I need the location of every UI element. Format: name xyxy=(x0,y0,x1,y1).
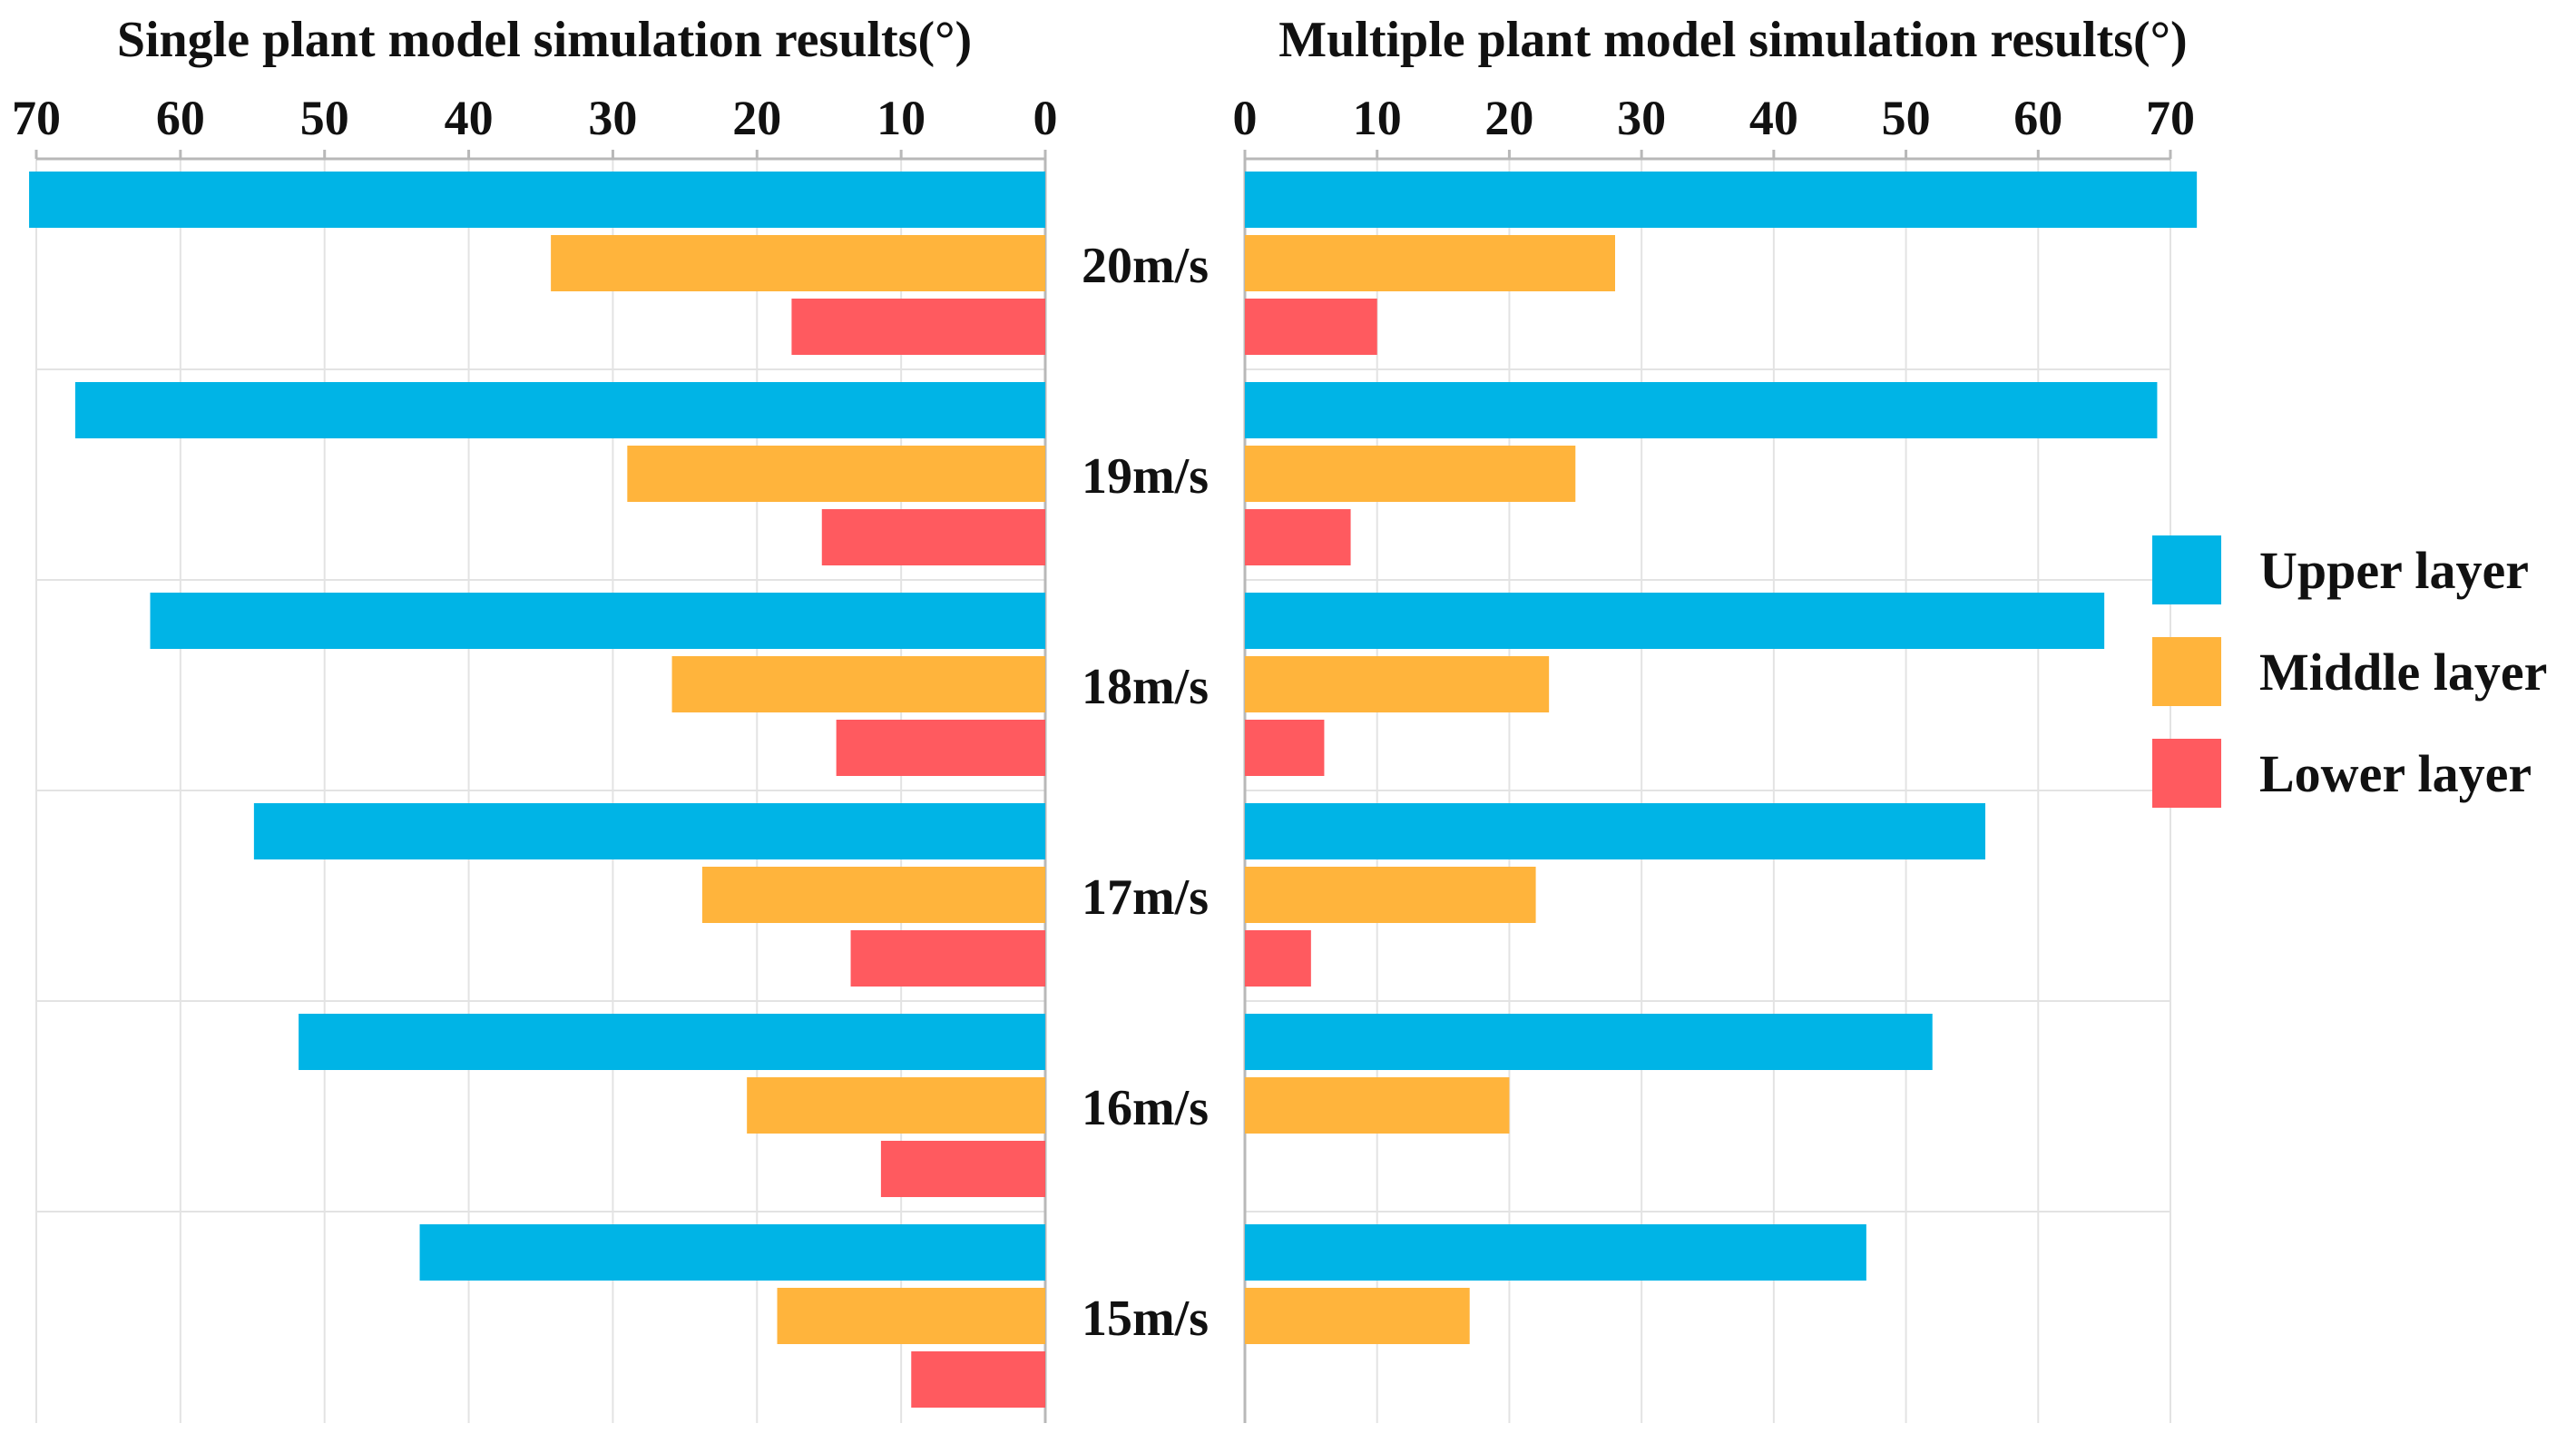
multiple-plant-bar-upper-layer-15m-s xyxy=(1245,1224,1866,1281)
single-plant-bar-lower-layer-15m-s xyxy=(911,1351,1045,1408)
multiple-plant-bar-upper-layer-18m-s xyxy=(1245,593,2105,649)
single-plant-tick-label-20: 20 xyxy=(732,91,781,145)
category-label-18m-s: 18m/s xyxy=(1082,659,1209,715)
single-plant-bar-middle-layer-18m-s xyxy=(671,656,1045,712)
single-plant-tick-label-10: 10 xyxy=(877,91,926,145)
multiple-plant-tick-label-70: 70 xyxy=(2146,91,2195,145)
single-plant-panel-title: Single plant model simulation results(°) xyxy=(117,12,972,68)
single-plant-bar-lower-layer-17m-s xyxy=(850,930,1045,987)
single-plant-tick-label-30: 30 xyxy=(588,91,637,145)
single-plant-tick-label-70: 70 xyxy=(12,91,61,145)
multiple-plant-bar-lower-layer-17m-s xyxy=(1245,930,1311,987)
multiple-plant-bar-middle-layer-19m-s xyxy=(1245,446,1576,502)
single-plant-panel: Single plant model simulation results(°)… xyxy=(12,12,1058,1423)
single-plant-bar-middle-layer-15m-s xyxy=(777,1288,1045,1344)
category-labels: 20m/s 19m/s 18m/s 17m/s 16m/s 15m/s xyxy=(1082,238,1209,1347)
multiple-plant-tick-label-60: 60 xyxy=(2013,91,2062,145)
multiple-plant-tick-label-0: 0 xyxy=(1233,91,1258,145)
legend-label-middle-layer: Middle layer xyxy=(2259,643,2547,702)
multiple-plant-panel: Multiple plant model simulation results(… xyxy=(1233,12,2198,1423)
legend-swatch-lower-layer xyxy=(2152,739,2221,808)
multiple-plant-bar-upper-layer-19m-s xyxy=(1245,382,2158,438)
multiple-plant-bar-middle-layer-15m-s xyxy=(1245,1288,1470,1344)
multiple-plant-tick-label-30: 30 xyxy=(1617,91,1666,145)
category-label-15m-s: 15m/s xyxy=(1082,1291,1209,1347)
multiple-plant-bar-upper-layer-17m-s xyxy=(1245,803,1985,859)
multiple-plant-tick-label-20: 20 xyxy=(1484,91,1533,145)
category-label-17m-s: 17m/s xyxy=(1082,869,1209,926)
multiple-plant-tick-label-40: 40 xyxy=(1749,91,1798,145)
single-plant-bar-lower-layer-18m-s xyxy=(836,720,1045,776)
single-plant-bar-middle-layer-16m-s xyxy=(747,1077,1045,1134)
multiple-plant-bar-lower-layer-18m-s xyxy=(1245,720,1325,776)
single-plant-bar-upper-layer-18m-s xyxy=(150,593,1046,649)
multiple-plant-bar-lower-layer-20m-s xyxy=(1245,299,1377,355)
single-plant-bar-lower-layer-16m-s xyxy=(880,1141,1045,1197)
single-plant-tick-label-60: 60 xyxy=(156,91,205,145)
category-label-16m-s: 16m/s xyxy=(1082,1080,1209,1136)
multiple-plant-panel-title: Multiple plant model simulation results(… xyxy=(1278,12,2187,68)
multiple-plant-bar-upper-layer-20m-s xyxy=(1245,172,2198,228)
multiple-plant-bar-middle-layer-18m-s xyxy=(1245,656,1550,712)
legend-swatch-upper-layer xyxy=(2152,535,2221,604)
single-plant-bar-middle-layer-20m-s xyxy=(551,235,1045,291)
single-plant-bar-upper-layer-20m-s xyxy=(29,172,1046,228)
category-label-19m-s: 19m/s xyxy=(1082,448,1209,505)
single-plant-tick-label-50: 50 xyxy=(300,91,349,145)
multiple-plant-bar-middle-layer-16m-s xyxy=(1245,1077,1510,1134)
legend-label-upper-layer: Upper layer xyxy=(2259,541,2529,600)
single-plant-tick-label-0: 0 xyxy=(1033,91,1058,145)
single-plant-bar-upper-layer-19m-s xyxy=(74,382,1045,438)
multiple-plant-bar-middle-layer-20m-s xyxy=(1245,235,1615,291)
category-label-20m-s: 20m/s xyxy=(1082,238,1209,294)
single-plant-bar-middle-layer-19m-s xyxy=(627,446,1045,502)
multiple-plant-bar-upper-layer-16m-s xyxy=(1245,1014,1933,1070)
multiple-plant-tick-label-50: 50 xyxy=(1882,91,1931,145)
legend: Upper layer Middle layer Lower layer xyxy=(2152,535,2547,808)
multiple-plant-bar-middle-layer-17m-s xyxy=(1245,867,1536,923)
single-plant-bar-upper-layer-16m-s xyxy=(299,1014,1045,1070)
legend-label-lower-layer: Lower layer xyxy=(2259,744,2532,803)
multiple-plant-bar-lower-layer-19m-s xyxy=(1245,509,1351,565)
single-plant-bar-lower-layer-19m-s xyxy=(821,509,1045,565)
single-plant-bar-lower-layer-20m-s xyxy=(791,299,1045,355)
single-plant-bar-upper-layer-15m-s xyxy=(419,1224,1045,1281)
single-plant-bar-upper-layer-17m-s xyxy=(253,803,1046,859)
multiple-plant-tick-label-10: 10 xyxy=(1353,91,1402,145)
single-plant-bar-middle-layer-17m-s xyxy=(701,867,1045,923)
legend-swatch-middle-layer xyxy=(2152,637,2221,706)
single-plant-tick-label-40: 40 xyxy=(445,91,494,145)
